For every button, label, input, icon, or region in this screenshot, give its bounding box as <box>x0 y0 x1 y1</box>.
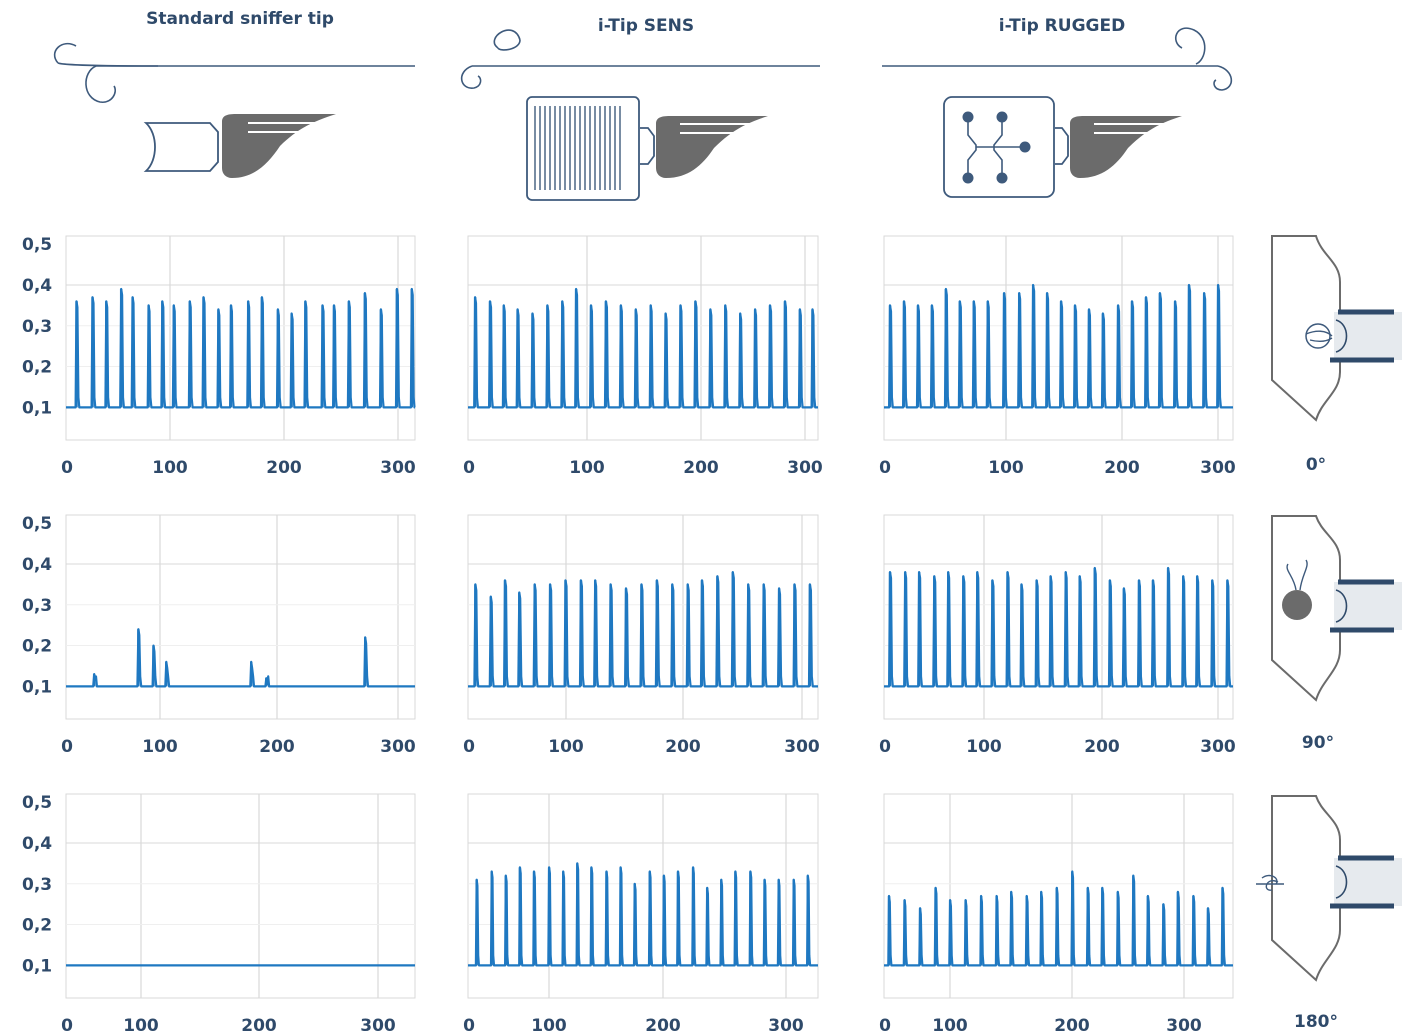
x-tick-label: 200 <box>665 737 701 757</box>
plot-area <box>65 514 416 720</box>
column-title-standard: Standard sniffer tip <box>146 9 334 29</box>
x-tick-label: 200 <box>1084 737 1120 757</box>
x-tick-label: 100 <box>123 1016 159 1036</box>
y-tick-label: 0,1 <box>22 956 52 976</box>
series-line <box>66 628 415 688</box>
chart-panel: 0 100 200 300 0,1 0,2 0,3 0,4 0,5 <box>22 793 416 1036</box>
chart-panel: 0 100 200 300 <box>463 235 823 478</box>
series-line <box>468 571 818 688</box>
x-tick-label: 300 <box>1200 737 1236 757</box>
x-tick-label: 0 <box>463 737 475 757</box>
series-line <box>66 287 416 409</box>
y-tick-label: 0,2 <box>22 637 52 657</box>
y-tick-label: 0,2 <box>22 916 52 936</box>
x-tick-label: 100 <box>988 458 1024 478</box>
x-tick-label: 0 <box>61 737 73 757</box>
rugged-tip-icon <box>943 96 1182 198</box>
orientation-90-icon <box>1271 515 1402 702</box>
plot-area <box>65 235 416 441</box>
x-tick-label: 0 <box>879 1016 891 1036</box>
column-title-rugged: i-Tip RUGGED <box>998 16 1126 36</box>
y-tick-label: 0,3 <box>22 317 52 337</box>
y-tick-label: 0,4 <box>22 276 52 296</box>
plot-area <box>883 514 1234 720</box>
plot-area <box>883 235 1234 441</box>
x-tick-label: 100 <box>142 737 178 757</box>
x-tick-label: 0 <box>463 1016 475 1036</box>
airflow-icon <box>882 27 1233 91</box>
angle-label-90: 90° <box>1301 733 1335 753</box>
orientation-180-icon <box>1256 795 1402 982</box>
plot-area <box>467 235 819 441</box>
x-tick-label: 300 <box>380 737 416 757</box>
angle-label-180: 180° <box>1294 1012 1338 1032</box>
x-tick-label: 0 <box>463 458 475 478</box>
airflow-icon <box>53 42 415 103</box>
x-tick-label: 300 <box>1200 458 1236 478</box>
x-tick-label: 100 <box>548 737 584 757</box>
x-tick-label: 300 <box>768 1016 804 1036</box>
chart-panel: 0 100 200 300 <box>463 514 820 757</box>
x-tick-label: 300 <box>380 458 416 478</box>
plot-area <box>883 793 1234 999</box>
plot-area <box>65 793 416 999</box>
chart-panel: 0 100 200 300 <box>879 793 1234 1036</box>
x-tick-label: 0 <box>879 737 891 757</box>
orientation-0-icon <box>1271 235 1402 422</box>
x-tick-label: 300 <box>784 737 820 757</box>
chart-panel: 0 100 200 300 0,1 0,2 0,3 0,4 0,5 <box>22 235 416 478</box>
y-tick-label: 0,4 <box>22 555 52 575</box>
x-tick-label: 100 <box>966 737 1002 757</box>
x-tick-label: 300 <box>360 1016 396 1036</box>
y-tick-label: 0,5 <box>22 235 52 255</box>
airflow-icon <box>460 29 820 89</box>
column-title-sens: i-Tip SENS <box>597 16 695 36</box>
y-tick-label: 0,3 <box>22 875 52 895</box>
chart-panel: 0 100 200 300 <box>879 514 1236 757</box>
y-tick-label: 0,1 <box>22 398 52 418</box>
x-tick-label: 200 <box>266 458 302 478</box>
x-tick-label: 0 <box>61 1016 73 1036</box>
x-tick-label: 200 <box>241 1016 277 1036</box>
plot-area <box>467 514 819 720</box>
x-tick-label: 200 <box>645 1016 681 1036</box>
series-line <box>468 287 818 409</box>
x-tick-label: 0 <box>879 458 891 478</box>
series-line <box>884 566 1233 688</box>
chart-panel: 0 100 200 300 <box>879 235 1236 478</box>
x-tick-label: 0 <box>61 458 73 478</box>
series-line <box>468 862 818 967</box>
chart-panel: 0 100 200 300 0,1 0,2 0,3 0,4 0,5 <box>22 514 416 757</box>
x-tick-label: 200 <box>259 737 295 757</box>
y-tick-label: 0,4 <box>22 834 52 854</box>
chart-panel: 0 100 200 300 <box>463 793 819 1036</box>
x-tick-label: 300 <box>787 458 823 478</box>
x-tick-label: 200 <box>1104 458 1140 478</box>
plot-area <box>467 793 819 999</box>
standard-tip-icon <box>143 114 336 178</box>
y-tick-label: 0,5 <box>22 514 52 534</box>
angle-label-0: 0° <box>1305 455 1327 475</box>
series-line <box>884 283 1233 409</box>
x-tick-label: 100 <box>152 458 188 478</box>
sens-tip-icon <box>526 96 768 201</box>
x-tick-label: 300 <box>1166 1016 1202 1036</box>
x-tick-label: 200 <box>1054 1016 1090 1036</box>
y-tick-label: 0,3 <box>22 596 52 616</box>
y-tick-label: 0,2 <box>22 358 52 378</box>
x-tick-label: 200 <box>683 458 719 478</box>
x-tick-label: 100 <box>531 1016 567 1036</box>
x-tick-label: 100 <box>569 458 605 478</box>
x-tick-label: 100 <box>932 1016 968 1036</box>
y-tick-label: 0,5 <box>22 793 52 813</box>
y-tick-label: 0,1 <box>22 677 52 697</box>
